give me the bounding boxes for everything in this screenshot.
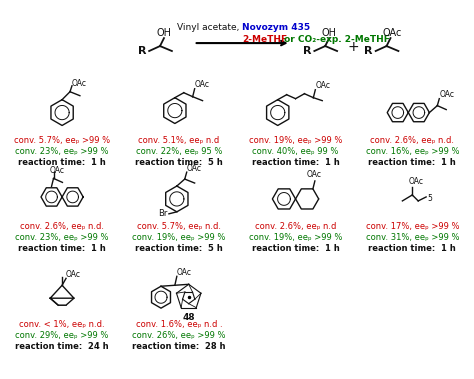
- Text: 2-MeTHF: 2-MeTHF: [242, 34, 287, 44]
- Text: conv. 5.7%, eeₚ n.d.: conv. 5.7%, eeₚ n.d.: [137, 222, 221, 231]
- Text: conv. 31%, eeₚ >99 %: conv. 31%, eeₚ >99 %: [365, 233, 459, 242]
- Text: conv. 19%, eeₚ >99 %: conv. 19%, eeₚ >99 %: [249, 136, 342, 145]
- Text: OAc: OAc: [66, 270, 81, 279]
- Text: reaction time:  1 h: reaction time: 1 h: [18, 244, 106, 253]
- Text: conv. 2.6%, eeₚ n.d: conv. 2.6%, eeₚ n.d: [255, 222, 336, 231]
- Text: Br: Br: [158, 209, 168, 218]
- Text: +: +: [347, 40, 359, 54]
- Text: reaction time:  1 h: reaction time: 1 h: [18, 158, 106, 167]
- Text: R: R: [138, 46, 146, 56]
- Text: conv. 23%, eeₚ >99 %: conv. 23%, eeₚ >99 %: [15, 233, 109, 242]
- Text: OAc: OAc: [72, 79, 87, 88]
- Text: OAc: OAc: [307, 171, 322, 180]
- Text: conv. 1.6%, eeₚ n.d .: conv. 1.6%, eeₚ n.d .: [136, 321, 222, 329]
- Text: OH: OH: [156, 28, 172, 38]
- Text: 5: 5: [427, 194, 432, 204]
- Text: OH: OH: [322, 28, 337, 38]
- Text: 48: 48: [182, 313, 195, 321]
- Text: conv. 2.6%, eeₚ n.d.: conv. 2.6%, eeₚ n.d.: [20, 222, 104, 231]
- Text: OAc: OAc: [177, 268, 192, 277]
- Text: OAc: OAc: [383, 28, 402, 38]
- Text: conv. 19%, eeₚ >99 %: conv. 19%, eeₚ >99 %: [249, 233, 342, 242]
- Text: reaction time:  5 h: reaction time: 5 h: [135, 244, 223, 253]
- Text: conv. 19%, eeₚ >99 %: conv. 19%, eeₚ >99 %: [132, 233, 226, 242]
- Text: conv. 29%, eeₚ >99 %: conv. 29%, eeₚ >99 %: [15, 331, 109, 340]
- Text: conv. 23%, eeₚ >99 %: conv. 23%, eeₚ >99 %: [15, 147, 109, 156]
- Text: OAc: OAc: [408, 177, 423, 186]
- Text: conv. 5.7%, eeₚ >99 %: conv. 5.7%, eeₚ >99 %: [14, 136, 110, 145]
- Text: conv. < 1%, eeₚ n.d.: conv. < 1%, eeₚ n.d.: [19, 321, 105, 329]
- Text: OAc: OAc: [195, 80, 210, 89]
- Text: OAc: OAc: [315, 81, 330, 90]
- Text: R: R: [365, 46, 373, 56]
- Text: or CO₂-exp. 2-MeTHF: or CO₂-exp. 2-MeTHF: [281, 34, 390, 44]
- Text: OAc: OAc: [439, 90, 454, 99]
- Text: Vinyl acetate,: Vinyl acetate,: [177, 23, 242, 32]
- Text: reaction time:  1 h: reaction time: 1 h: [252, 244, 339, 253]
- Text: conv. 40%, eeₚ 99 %: conv. 40%, eeₚ 99 %: [252, 147, 339, 156]
- Text: conv. 26%, eeₚ >99 %: conv. 26%, eeₚ >99 %: [132, 331, 226, 340]
- Text: reaction time:  1 h: reaction time: 1 h: [252, 158, 339, 167]
- Text: reaction time:  24 h: reaction time: 24 h: [15, 342, 109, 351]
- Text: conv. 22%, eeₚ 95 %: conv. 22%, eeₚ 95 %: [136, 147, 222, 156]
- Text: reaction time:  1 h: reaction time: 1 h: [368, 244, 456, 253]
- Text: conv. 17%, eeₚ >99 %: conv. 17%, eeₚ >99 %: [365, 222, 459, 231]
- Text: reaction time:  1 h: reaction time: 1 h: [368, 158, 456, 167]
- Text: R: R: [303, 46, 312, 56]
- Text: conv. 2.6%, eeₚ n.d.: conv. 2.6%, eeₚ n.d.: [370, 136, 454, 145]
- Text: conv. 5.1%, eeₚ n.d: conv. 5.1%, eeₚ n.d: [138, 136, 219, 145]
- Text: OAc: OAc: [50, 166, 64, 175]
- Text: reaction time:  28 h: reaction time: 28 h: [132, 342, 226, 351]
- Text: reaction time:  5 h: reaction time: 5 h: [135, 158, 223, 167]
- Text: Novozym 435: Novozym 435: [242, 23, 310, 32]
- Text: conv. 16%, eeₚ >99 %: conv. 16%, eeₚ >99 %: [365, 147, 459, 156]
- Text: OAc: OAc: [187, 164, 202, 173]
